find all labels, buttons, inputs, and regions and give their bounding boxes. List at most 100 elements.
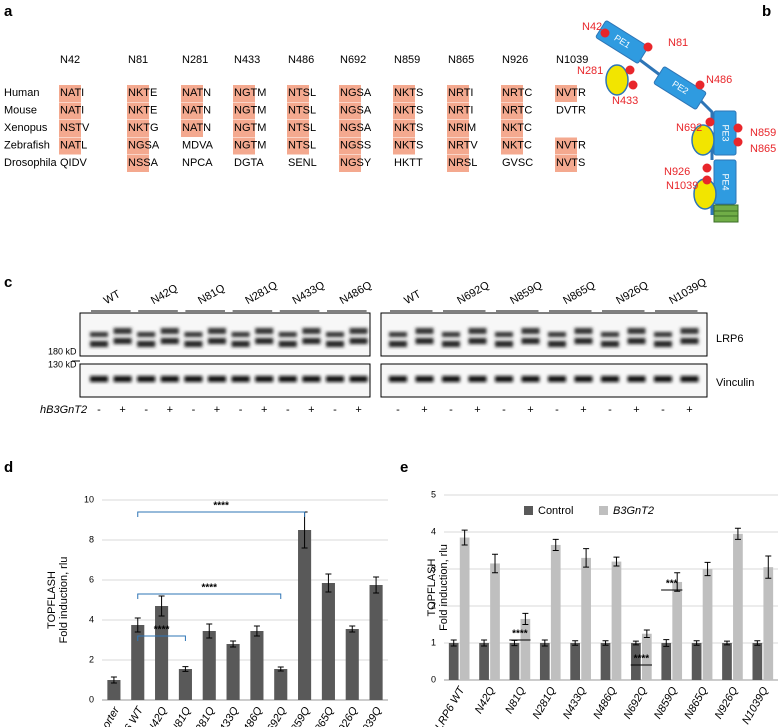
band <box>231 332 250 337</box>
band <box>442 376 460 382</box>
domain: PE4 <box>713 159 737 205</box>
species-label: Zebrafish <box>4 139 50 151</box>
motif-shade <box>181 120 203 137</box>
x-tick-label: N926Q <box>333 705 361 727</box>
motif-shade <box>447 137 469 155</box>
error-bar <box>704 561 711 577</box>
species-label: Human <box>4 87 39 99</box>
group-label: N281Q <box>243 279 280 307</box>
band <box>184 341 203 347</box>
motif: NKTS <box>394 122 423 134</box>
band <box>302 376 321 382</box>
x-tick-label: Reporter <box>90 704 122 727</box>
chart: 0 1 2 3 4 5 TOPFLASH Fold induction, rlu LRP6 WT… <box>426 489 778 727</box>
motif-shade <box>287 85 309 102</box>
error-bar <box>349 625 356 633</box>
motif-shade <box>233 85 255 102</box>
band <box>627 376 646 382</box>
motif: NGSY <box>340 157 372 169</box>
error-bar <box>277 666 284 672</box>
treatment-sign: + <box>261 404 267 416</box>
band <box>231 376 250 382</box>
group-label: N865Q <box>561 279 598 307</box>
treatment-sign: + <box>527 404 533 416</box>
x-tick-label: N692Q <box>622 685 650 722</box>
group-label: WT <box>102 288 123 307</box>
motif: NGSS <box>340 139 371 151</box>
species-label: Xenopus <box>4 122 48 134</box>
motif: HKTT <box>394 157 423 169</box>
motif-shade <box>501 85 523 102</box>
motif: SENL <box>288 157 317 169</box>
motif-shade <box>393 102 415 120</box>
y-axis-label: TOPFLASH <box>46 571 58 629</box>
y-tick-label: 0 <box>89 694 94 704</box>
site-label: N281 <box>577 65 603 77</box>
site-label: N859 <box>750 127 776 139</box>
band <box>326 332 344 337</box>
marker-label: 130 kD <box>48 359 77 369</box>
band <box>349 328 368 334</box>
error-bar <box>450 639 457 647</box>
x-tick-label: N433Q <box>213 705 241 727</box>
motif: NVTR <box>556 87 586 99</box>
y-tick-label: 3 <box>431 563 436 573</box>
significance-bracket <box>137 511 306 517</box>
bar <box>369 585 383 700</box>
error-bar <box>158 595 165 617</box>
band <box>255 328 274 334</box>
x-tick-label: N859Q <box>285 705 313 727</box>
domain-diagram: PE1 PE2 PE3 PE4 N42 N81 N281 N486 N433 N… <box>577 20 776 223</box>
motif-shade <box>233 137 255 155</box>
significance-label: *** <box>666 579 678 590</box>
x-tick-label: N281Q <box>190 705 218 727</box>
motif: NRTC <box>502 104 532 116</box>
x-tick-label: N486Q <box>237 705 265 727</box>
motif-shade <box>555 137 577 155</box>
error-bar <box>522 612 529 625</box>
band <box>495 376 513 382</box>
band <box>137 341 156 347</box>
significance-label: **** <box>213 501 229 512</box>
motif-shade <box>501 137 523 155</box>
glycan <box>691 124 715 156</box>
bar <box>661 643 672 680</box>
species-label: Drosophila <box>4 157 57 169</box>
y-tick-label: 8 <box>89 534 94 544</box>
error-bar <box>541 639 548 647</box>
band <box>349 338 368 344</box>
band <box>184 376 203 382</box>
connector <box>639 58 714 215</box>
bar <box>752 643 763 680</box>
motif: NTSL <box>288 122 316 134</box>
band <box>160 338 179 344</box>
band <box>468 328 487 334</box>
band <box>349 376 368 382</box>
bar <box>631 643 641 680</box>
motif-shade <box>393 85 415 102</box>
site-label: N486 <box>706 74 732 86</box>
band <box>442 341 460 347</box>
motif: NGTM <box>234 87 266 99</box>
y-tick-label: 2 <box>431 600 436 610</box>
error-bar <box>674 572 681 592</box>
bar <box>520 618 531 680</box>
error-bar <box>723 640 730 646</box>
motif-shade <box>287 137 309 155</box>
significance-label: **** <box>512 629 528 640</box>
motif-shade <box>447 85 469 102</box>
treatment-sign: - <box>396 404 400 416</box>
bar <box>107 680 121 700</box>
bar <box>672 581 683 680</box>
band <box>160 376 179 382</box>
site-header: N486 <box>288 54 314 66</box>
bar <box>600 643 611 680</box>
band <box>654 332 672 337</box>
band <box>521 338 540 344</box>
bar <box>345 629 359 700</box>
band <box>184 332 203 337</box>
motif-shade <box>447 155 469 172</box>
treatment-sign: - <box>502 404 506 416</box>
protein-label: LRP6 <box>716 333 744 345</box>
error-bar <box>583 548 590 568</box>
